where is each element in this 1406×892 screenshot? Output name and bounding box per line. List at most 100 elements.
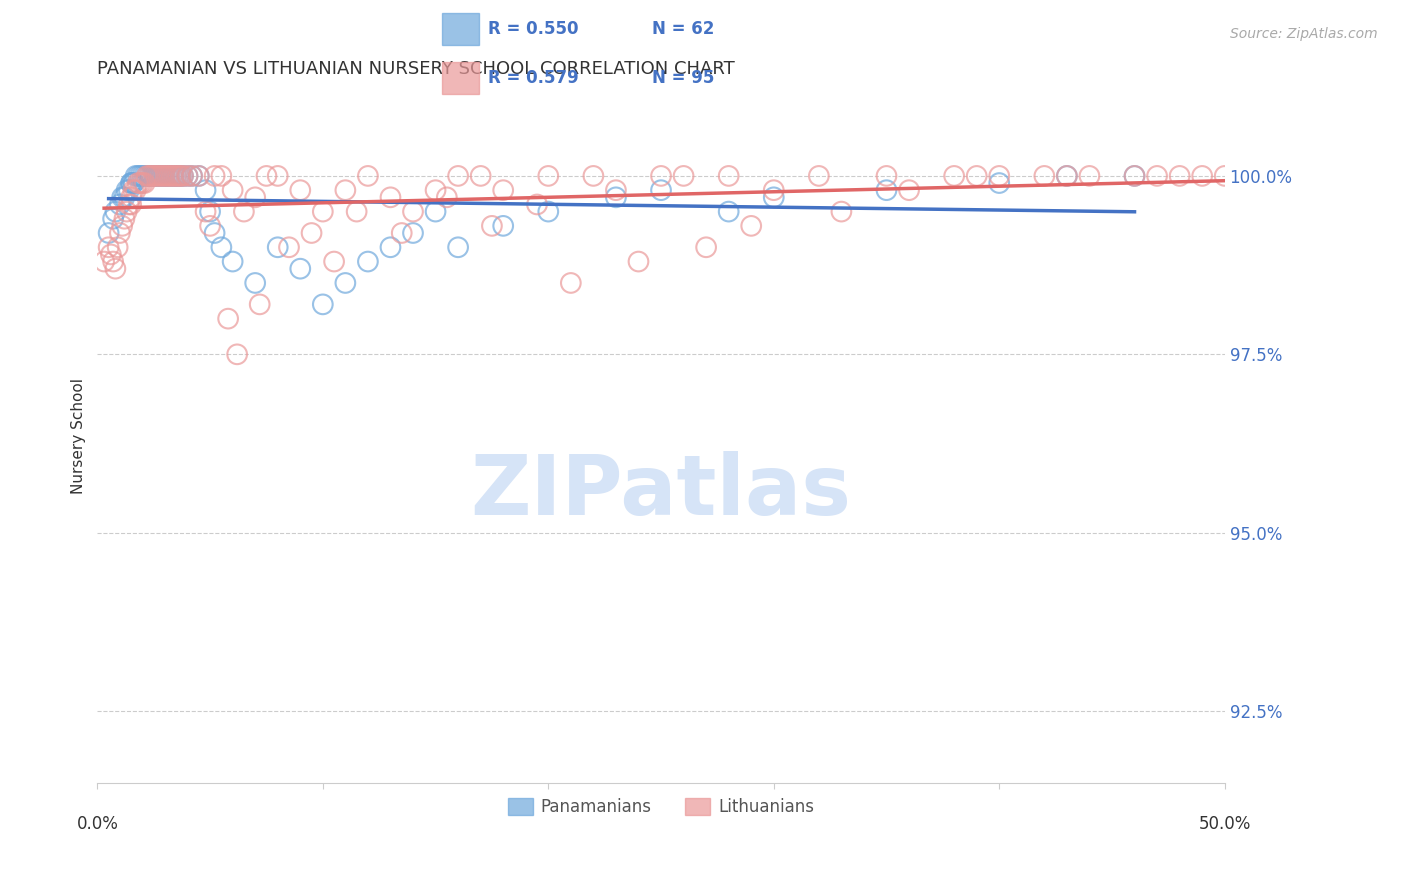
Point [148, 169, 170, 183]
Point [470, 169, 492, 183]
Point [160, 169, 183, 183]
Point [256, 169, 278, 183]
Point [762, 190, 785, 204]
Point [134, 169, 156, 183]
Point [650, 169, 672, 183]
Point [194, 183, 217, 197]
Point [335, 276, 357, 290]
Point [198, 204, 221, 219]
Point [107, 240, 129, 254]
Point [290, 261, 312, 276]
Point [221, 183, 243, 197]
Point [335, 183, 357, 197]
Point [108, 226, 131, 240]
Point [425, 204, 447, 219]
Text: 50.0%: 50.0% [1198, 814, 1251, 832]
Point [1056, 169, 1078, 183]
Point [537, 169, 560, 183]
Point [1056, 169, 1078, 183]
Point [194, 204, 217, 219]
Point [249, 297, 271, 311]
Point [402, 226, 425, 240]
Point [605, 183, 627, 197]
Point [560, 276, 582, 290]
Point [153, 169, 176, 183]
Point [142, 169, 165, 183]
Point [138, 169, 160, 183]
Point [97, 240, 120, 254]
Point [156, 169, 179, 183]
Point [425, 183, 447, 197]
Point [129, 169, 152, 183]
Point [165, 169, 187, 183]
Text: 0.0%: 0.0% [76, 814, 118, 832]
Point [402, 204, 425, 219]
Point [141, 169, 163, 183]
Point [101, 211, 124, 226]
Text: R = 0.579: R = 0.579 [488, 70, 579, 87]
Point [876, 169, 898, 183]
Point [762, 183, 785, 197]
Point [120, 176, 142, 190]
Point [181, 169, 204, 183]
Point [104, 261, 127, 276]
Point [134, 176, 156, 190]
Point [492, 219, 515, 233]
Point [447, 240, 470, 254]
Point [1123, 169, 1146, 183]
Point [176, 169, 198, 183]
Point [807, 169, 830, 183]
Point [115, 183, 138, 197]
Text: Source: ZipAtlas.com: Source: ZipAtlas.com [1230, 27, 1378, 41]
Point [167, 169, 190, 183]
Point [165, 169, 187, 183]
Point [243, 190, 266, 204]
Point [170, 169, 193, 183]
Point [717, 169, 740, 183]
Point [1213, 169, 1236, 183]
Point [172, 169, 194, 183]
Point [127, 169, 149, 183]
Point [198, 219, 221, 233]
Text: N = 62: N = 62 [652, 20, 714, 37]
Point [204, 169, 226, 183]
Point [357, 254, 380, 268]
Point [672, 169, 695, 183]
Point [582, 169, 605, 183]
Point [108, 197, 131, 211]
Point [159, 169, 181, 183]
Point [204, 226, 226, 240]
Point [267, 240, 290, 254]
Point [627, 254, 650, 268]
Point [1168, 169, 1191, 183]
Point [125, 183, 148, 197]
Point [131, 169, 153, 183]
Legend: Panamanians, Lithuanians: Panamanians, Lithuanians [501, 791, 821, 822]
FancyBboxPatch shape [441, 62, 479, 95]
Point [1123, 169, 1146, 183]
Point [93, 254, 115, 268]
Point [118, 183, 141, 197]
Point [163, 169, 186, 183]
Point [1146, 169, 1168, 183]
Point [898, 183, 921, 197]
Point [209, 169, 232, 183]
Point [1078, 169, 1101, 183]
Point [129, 176, 152, 190]
Point [145, 169, 167, 183]
Point [830, 204, 852, 219]
Point [122, 176, 145, 190]
Text: PANAMANIAN VS LITHUANIAN NURSERY SCHOOL CORRELATION CHART: PANAMANIAN VS LITHUANIAN NURSERY SCHOOL … [97, 60, 735, 78]
Point [125, 169, 148, 183]
Point [152, 169, 174, 183]
Point [153, 169, 176, 183]
Point [966, 169, 988, 183]
Point [740, 219, 762, 233]
Point [267, 169, 290, 183]
Point [167, 169, 190, 183]
Point [111, 219, 134, 233]
Point [142, 169, 165, 183]
Point [605, 190, 627, 204]
Point [380, 190, 402, 204]
Point [290, 183, 312, 197]
